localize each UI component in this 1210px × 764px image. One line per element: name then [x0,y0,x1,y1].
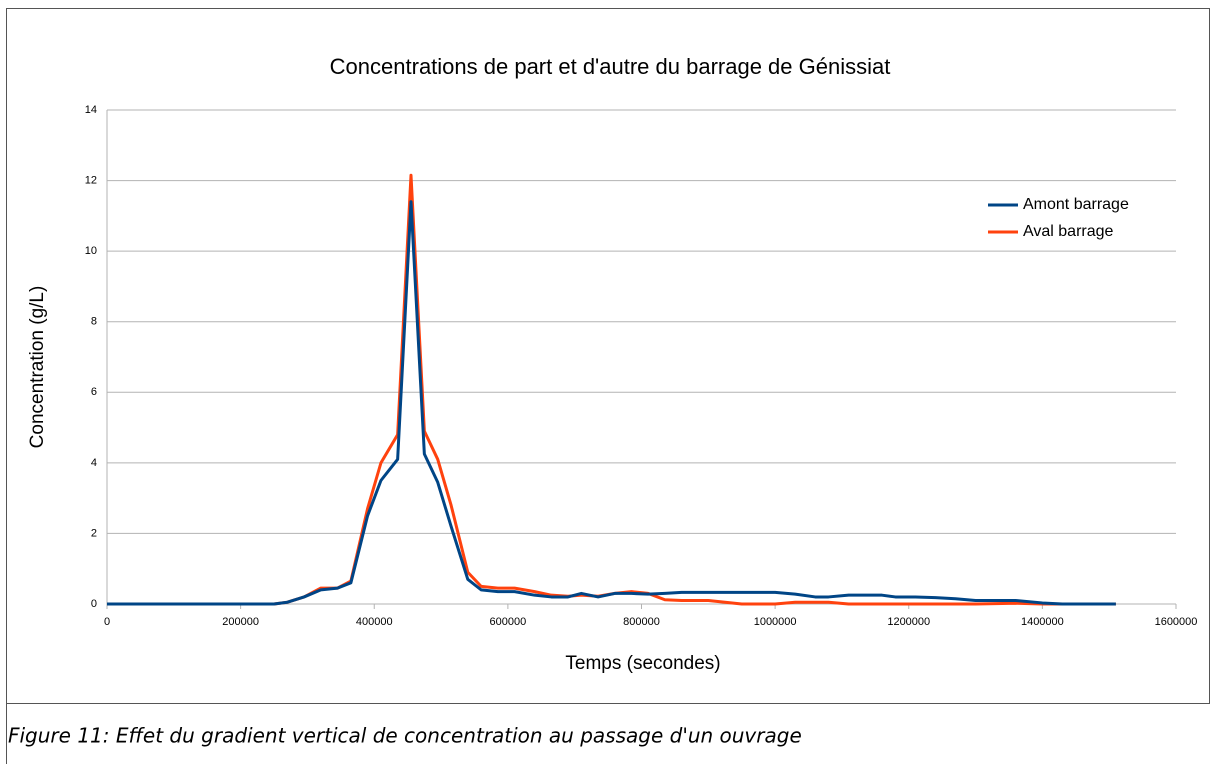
y-tick-label: 12 [85,174,97,186]
chart-title: Concentrations de part et d'autre du bar… [330,54,891,79]
x-tick-label: 1600000 [1155,616,1198,628]
x-tick-label: 1400000 [1021,616,1064,628]
x-tick-label: 1200000 [887,616,930,628]
y-tick-label: 14 [85,104,97,116]
x-tick-label: 200000 [222,616,259,628]
x-tick-label: 800000 [623,616,660,628]
y-axis-title: Concentration (g/L) [27,286,48,449]
x-tick-label: 1000000 [754,616,797,628]
x-axis-title: Temps (secondes) [565,653,720,674]
series-line [107,200,1116,606]
legend-label: Amont barrage [1023,196,1129,213]
chart-frame [6,8,1210,704]
caption: Figure 11: Effet du gradient vertical de… [8,724,802,748]
y-tick-label: 8 [91,316,97,328]
x-tick-label: 0 [104,616,110,628]
y-tick-label: 6 [91,386,97,398]
x-tick-label: 600000 [490,616,527,628]
series-line [107,173,1116,606]
legend-label: Aval barrage [1023,223,1114,240]
y-tick-label: 4 [91,457,97,469]
x-tick-label: 400000 [356,616,393,628]
y-tick-label: 0 [91,598,97,610]
y-tick-label: 10 [85,245,97,257]
y-tick-label: 2 [91,527,97,539]
